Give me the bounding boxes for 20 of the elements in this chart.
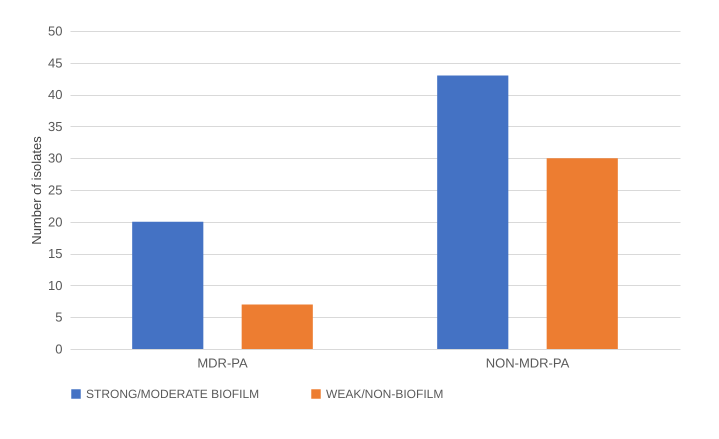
y-tick-label: 40 (48, 87, 62, 102)
y-tick-label: 5 (55, 310, 62, 325)
y-tick-label: 35 (48, 118, 62, 134)
x-tick-label: MDR-PA (197, 356, 248, 370)
legend-label: WEAK/NON-BIOFILM (326, 387, 444, 401)
y-tick-label: 45 (48, 55, 62, 70)
y-tick-label: 50 (48, 24, 62, 38)
bar (132, 222, 204, 349)
y-axis-title: Number of isolates (29, 136, 44, 245)
bar (437, 76, 508, 349)
y-tick-label: 20 (48, 214, 62, 230)
x-tick-label: NON-MDR-PA (486, 356, 570, 370)
legend-label: STRONG/MODERATE BIOFILM (86, 387, 260, 401)
y-tick-label: 25 (48, 182, 62, 198)
y-tick-label: 0 (55, 342, 62, 356)
bar (546, 158, 618, 349)
y-tick-label: 10 (48, 278, 62, 293)
y-tick-label: 15 (48, 246, 62, 262)
y-tick-label: 30 (48, 150, 62, 166)
bar (242, 304, 313, 349)
